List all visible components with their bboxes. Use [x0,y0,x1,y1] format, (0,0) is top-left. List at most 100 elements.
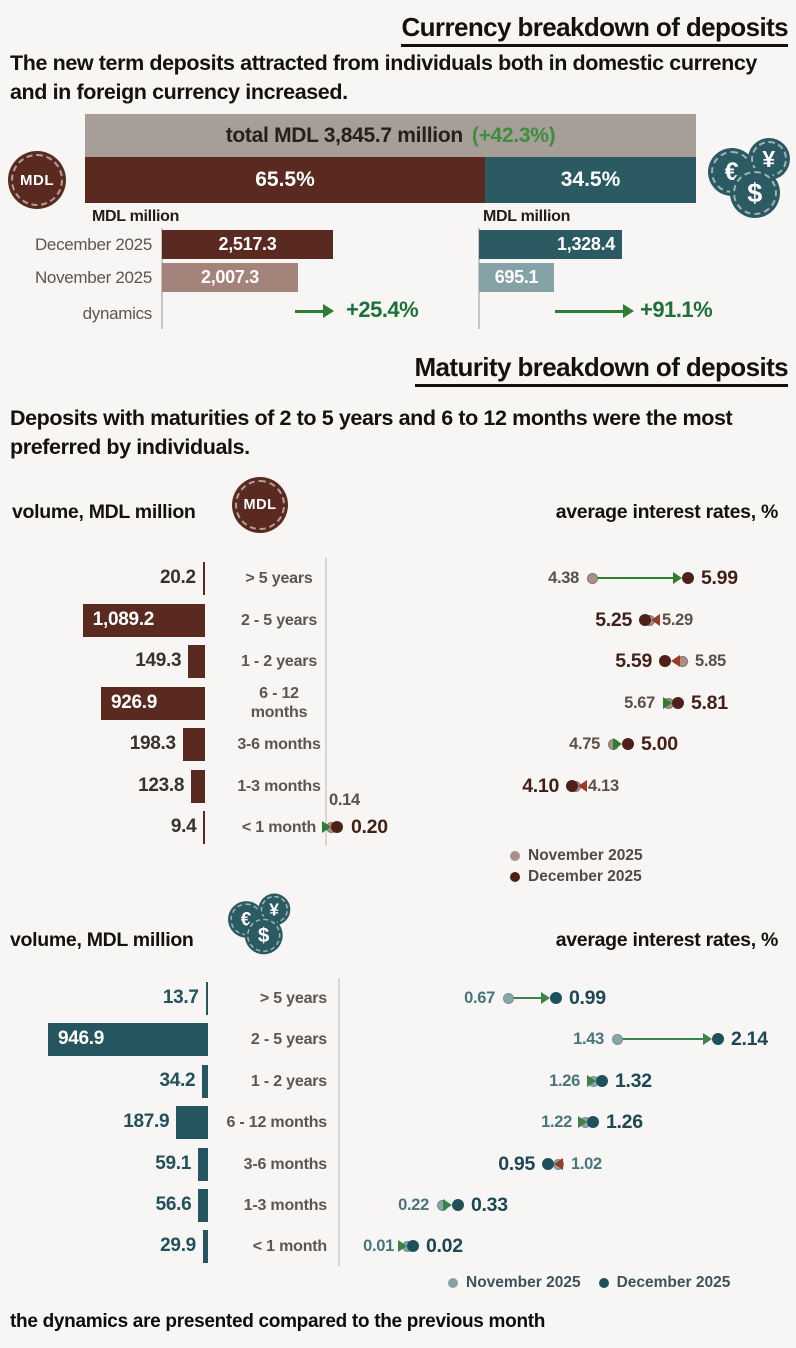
maturity-category-label: 6 - 12 months [226,1114,327,1131]
volume-value-label: 34.2 [159,1070,196,1091]
legend-december-dot [510,872,520,882]
maturity-category-label: 2 - 5 years [240,612,318,629]
volume-value-label: 123.8 [138,775,185,796]
dynamics-arrow-head [623,304,634,318]
rate-change-line [508,996,543,1000]
december-rate-dot [682,572,694,584]
volume-bar [101,687,205,720]
dynamics-arrow-line [555,310,623,313]
december-rate-label: 0.99 [569,987,606,1009]
maturity-category-label: 3-6 months [243,1156,328,1173]
bar-december-2025: 1,328.4 [479,230,622,259]
december-rate-label: 1.32 [615,1070,652,1092]
december-rate-label: 0.02 [426,1235,463,1257]
maturity-category-label: 1 - 2 years [250,1073,327,1090]
legend-november: November 2025 [448,1274,581,1292]
rate-change-arrowhead [671,655,680,667]
volume-bar [188,645,205,678]
december-rate-dot [542,1158,554,1170]
rate-change-arrowhead [322,821,331,833]
bar-november-2025: 2,007.3 [162,263,298,292]
rate-change-arrowhead [651,614,660,626]
mini-unit-label: MDL million [483,208,571,225]
volume-value-label: 56.6 [155,1194,192,1215]
maturity-intro-text: Deposits with maturities of 2 to 5 years… [10,406,733,460]
volume-bar [47,1023,208,1056]
volume-value-label: 198.3 [129,733,176,754]
maturity-category-label: 2 - 5 years [250,1031,327,1048]
maturity-section-title-text: Maturity breakdown of deposits [414,352,789,387]
volume-value-label: 59.1 [155,1153,191,1174]
dynamics-arrow-head [323,304,334,318]
december-rate-label: 2.14 [731,1028,768,1050]
bar-november-2025: 695.1 [479,263,554,292]
currency-mini-chart-fx: MDL million 1,328.4 695.1 +91.1% [440,207,796,337]
rate-change-arrowhead [587,1075,596,1087]
maturity-category-label: 6 - 12 months [250,685,308,721]
volume-value-label: 29.9 [160,1235,196,1256]
maturity-category-label: 1-3 months [237,778,321,795]
rate-change-arrowhead [578,780,587,792]
fx-coins-icon: € ¥ $ [708,136,796,220]
mdl-coin-label: MDL [20,171,54,189]
december-rate-label: 0.33 [471,1194,508,1216]
november-rate-dot [586,572,598,584]
currency-mini-chart-mdl: MDL million December 2025 2,517.3 November … [0,207,440,337]
rates-axis-line [325,558,327,846]
december-rate-dot [331,821,343,833]
november-rate-dot [502,992,514,1004]
rate-change-line [617,1037,705,1041]
row-label-november: November 2025 [34,268,152,287]
mdl-share-segment: 65.5% [85,157,485,203]
mdl-coin-icon: MDL [8,151,66,209]
november-rate-label: 4.38 [548,569,579,587]
volume-bar [205,982,208,1015]
fx-share-segment: 34.5% [485,157,696,203]
december-rate-dot [672,697,684,709]
dynamics-value: +91.1% [640,297,713,322]
currency-section-title: Currency breakdown of deposits [401,12,789,47]
volume-value-label: 20.2 [159,567,196,588]
maturity-category-label: 3-6 months [237,736,321,753]
november-rate-label: 1.43 [573,1030,604,1048]
mdl-chart-legend: November 2025 December 2025 [510,847,643,886]
dynamics-value: +25.4% [346,297,419,322]
maturity-category-label: > 5 years [245,570,313,587]
december-rate-dot [452,1199,464,1211]
december-rate-label: 4.10 [522,775,559,797]
rate-change-arrowhead [613,738,622,750]
volume-value-label: 13.7 [162,987,199,1008]
rate-change-arrowhead [398,1240,407,1252]
maturity-category-label: 1-3 months [243,1197,328,1214]
november-rate-label: 5.29 [662,611,693,629]
mini-unit-label: MDL million [92,208,180,225]
december-rate-dot [550,992,562,1004]
fx-coins-icon-small: € ¥ $ [228,892,295,956]
december-rate-label: 5.00 [641,733,678,755]
volume-bar [198,1189,208,1222]
rate-change-arrowhead [554,1158,563,1170]
mdl-rates-header: average interest rates, % [555,501,779,523]
volume-bar [202,562,205,595]
currency-split-bar: 65.5% 34.5% [85,157,696,203]
legend-december-dot [598,1278,609,1288]
rate-change-arrowhead [443,1199,452,1211]
november-rate-label: 4.13 [588,777,619,795]
december-rate-dot [712,1033,724,1045]
volume-value-label: 1,089.2 [92,609,155,630]
november-rate-label: 5.85 [695,652,726,670]
volume-value-label: 926.9 [111,692,158,713]
legend-november-dot [448,1278,458,1288]
november-rate-label: 1.02 [571,1155,602,1173]
november-rate-label: 0.22 [398,1196,429,1214]
december-rate-label: 0.95 [498,1153,535,1175]
maturity-chart-fx: 13.7 > 5 years 0.67 0.99 946.9 2 - 5 years 1.4… [0,976,796,1268]
maturity-section-title: Maturity breakdown of deposits [414,352,789,387]
rate-change-arrowhead [578,1116,587,1128]
november-rate-dot [611,1033,623,1045]
legend-november-dot [510,851,520,861]
december-rate-dot [639,614,651,626]
maturity-category-label: < 1 month [252,1238,327,1255]
december-rate-label: 5.25 [595,609,632,631]
november-rate-label: 1.22 [541,1113,572,1131]
